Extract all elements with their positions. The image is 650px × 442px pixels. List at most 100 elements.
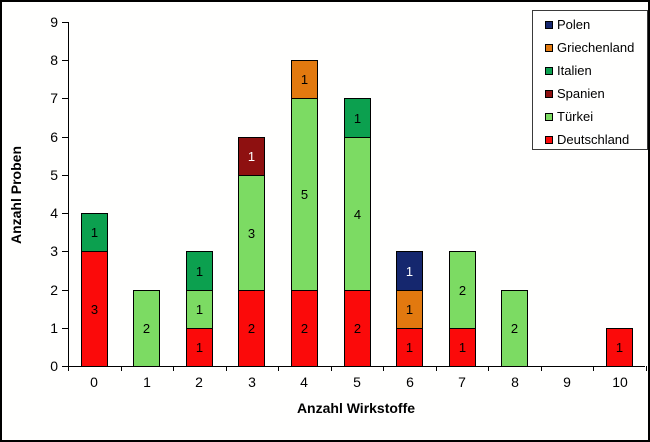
legend-label: Spanien	[557, 85, 605, 101]
x-tick	[383, 366, 384, 371]
y-tick	[62, 60, 68, 61]
data-label: 1	[353, 110, 362, 126]
legend-swatch-icon	[545, 135, 553, 144]
data-label: 1	[247, 149, 256, 164]
legend-swatch-icon	[545, 66, 553, 75]
legend-swatch-icon	[545, 20, 553, 29]
y-tick-label: 1	[50, 320, 58, 336]
bar-segment-türkei: 2	[501, 290, 528, 367]
y-tick-label: 0	[50, 358, 58, 374]
x-tick-label: 9	[563, 374, 571, 390]
data-label: 1	[90, 225, 99, 240]
data-label: 1	[405, 302, 414, 317]
bar-segment-deutschland: 3	[81, 251, 108, 367]
y-tick	[62, 328, 68, 329]
x-tick-label: 5	[353, 374, 361, 390]
y-tick-label: 7	[50, 90, 58, 106]
bar-segment-deutschland: 1	[606, 328, 633, 367]
bar-segment-türkei: 4	[344, 137, 371, 291]
legend-label: Griechenland	[557, 39, 635, 55]
bar-segment-deutschland: 1	[449, 328, 476, 367]
legend: Polen Griechenland Italien Spanien Türkei Deu…	[532, 10, 648, 150]
x-tick-label: 3	[248, 374, 256, 390]
y-tick-label: 6	[50, 129, 58, 145]
legend-label: Deutschland	[557, 131, 630, 147]
y-tick	[62, 213, 68, 214]
bar-segment-türkei: 5	[291, 98, 318, 291]
y-axis	[68, 22, 69, 371]
bar-segment-deutschland: 2	[291, 290, 318, 367]
y-tick-label: 4	[50, 205, 58, 221]
data-label: 1	[458, 340, 467, 355]
bar-segment-türkei: 2	[449, 251, 476, 329]
y-tick	[62, 175, 68, 176]
legend-item-spanien: Spanien	[533, 82, 647, 105]
x-tick	[593, 366, 594, 371]
legend-label: Polen	[557, 16, 591, 32]
data-label: 2	[142, 321, 151, 336]
bar-segment-griechenland: 1	[291, 60, 318, 99]
data-label: 1	[405, 263, 414, 279]
x-tick	[121, 366, 122, 371]
y-tick-label: 8	[50, 52, 58, 68]
bar-segment-deutschland: 2	[344, 290, 371, 367]
x-tick-label: 2	[195, 374, 203, 390]
y-tick	[62, 98, 68, 99]
x-tick-label: 0	[90, 374, 98, 390]
data-label: 1	[195, 340, 204, 355]
y-tick	[62, 251, 68, 252]
bar-segment-deutschland: 1	[186, 328, 213, 367]
legend-swatch-icon	[545, 112, 553, 121]
x-tick	[488, 366, 489, 371]
data-label: 1	[615, 340, 624, 355]
y-tick-label: 3	[50, 243, 58, 259]
bar-segment-türkei: 3	[238, 175, 265, 291]
x-axis-title: Anzahl Wirkstoffe	[296, 400, 416, 416]
legend-swatch-icon	[545, 89, 553, 98]
bar-segment-griechenland: 1	[396, 290, 423, 329]
legend-swatch-icon	[545, 43, 553, 52]
legend-item-türkei: Türkei	[533, 105, 647, 128]
x-tick-label: 8	[511, 374, 519, 390]
x-tick-label: 6	[406, 374, 414, 390]
data-label: 4	[353, 206, 362, 222]
bar-segment-spanien: 1	[238, 137, 265, 176]
bar-segment-türkei: 1	[186, 290, 213, 329]
data-label: 1	[195, 263, 204, 279]
bar-segment-deutschland: 2	[238, 290, 265, 367]
data-label: 2	[300, 321, 309, 336]
bar-segment-polen: 1	[396, 251, 423, 291]
data-label: 1	[405, 340, 414, 355]
y-tick-label: 5	[50, 167, 58, 183]
legend-label: Türkei	[557, 108, 594, 124]
x-tick-label: 4	[300, 374, 308, 390]
data-label: 2	[247, 321, 256, 336]
x-tick	[173, 366, 174, 371]
legend-item-griechenland: Griechenland	[533, 36, 647, 59]
y-tick-label: 9	[50, 14, 58, 30]
y-tick	[62, 22, 68, 23]
bar-segment-italien: 1	[344, 98, 371, 138]
bar-segment-deutschland: 1	[396, 328, 423, 367]
y-tick	[62, 137, 68, 138]
x-tick	[541, 366, 542, 371]
data-label: 2	[353, 321, 362, 336]
legend-label: Italien	[557, 62, 592, 78]
x-tick-label: 10	[612, 374, 628, 390]
bar-segment-italien: 1	[81, 213, 108, 252]
y-tick	[62, 366, 68, 367]
y-axis-title: Anzahl Proben	[8, 146, 24, 245]
y-tick-label: 2	[50, 282, 58, 298]
data-label: 2	[458, 282, 467, 298]
data-label: 1	[300, 72, 309, 87]
x-tick-label: 1	[143, 374, 151, 390]
legend-item-polen: Polen	[533, 13, 647, 36]
y-tick	[62, 290, 68, 291]
bar-segment-türkei: 2	[133, 290, 160, 367]
x-tick	[436, 366, 437, 371]
data-label: 1	[195, 302, 204, 317]
legend-item-deutschland: Deutschland	[533, 128, 647, 151]
data-label: 2	[510, 321, 519, 336]
x-tick	[278, 366, 279, 371]
